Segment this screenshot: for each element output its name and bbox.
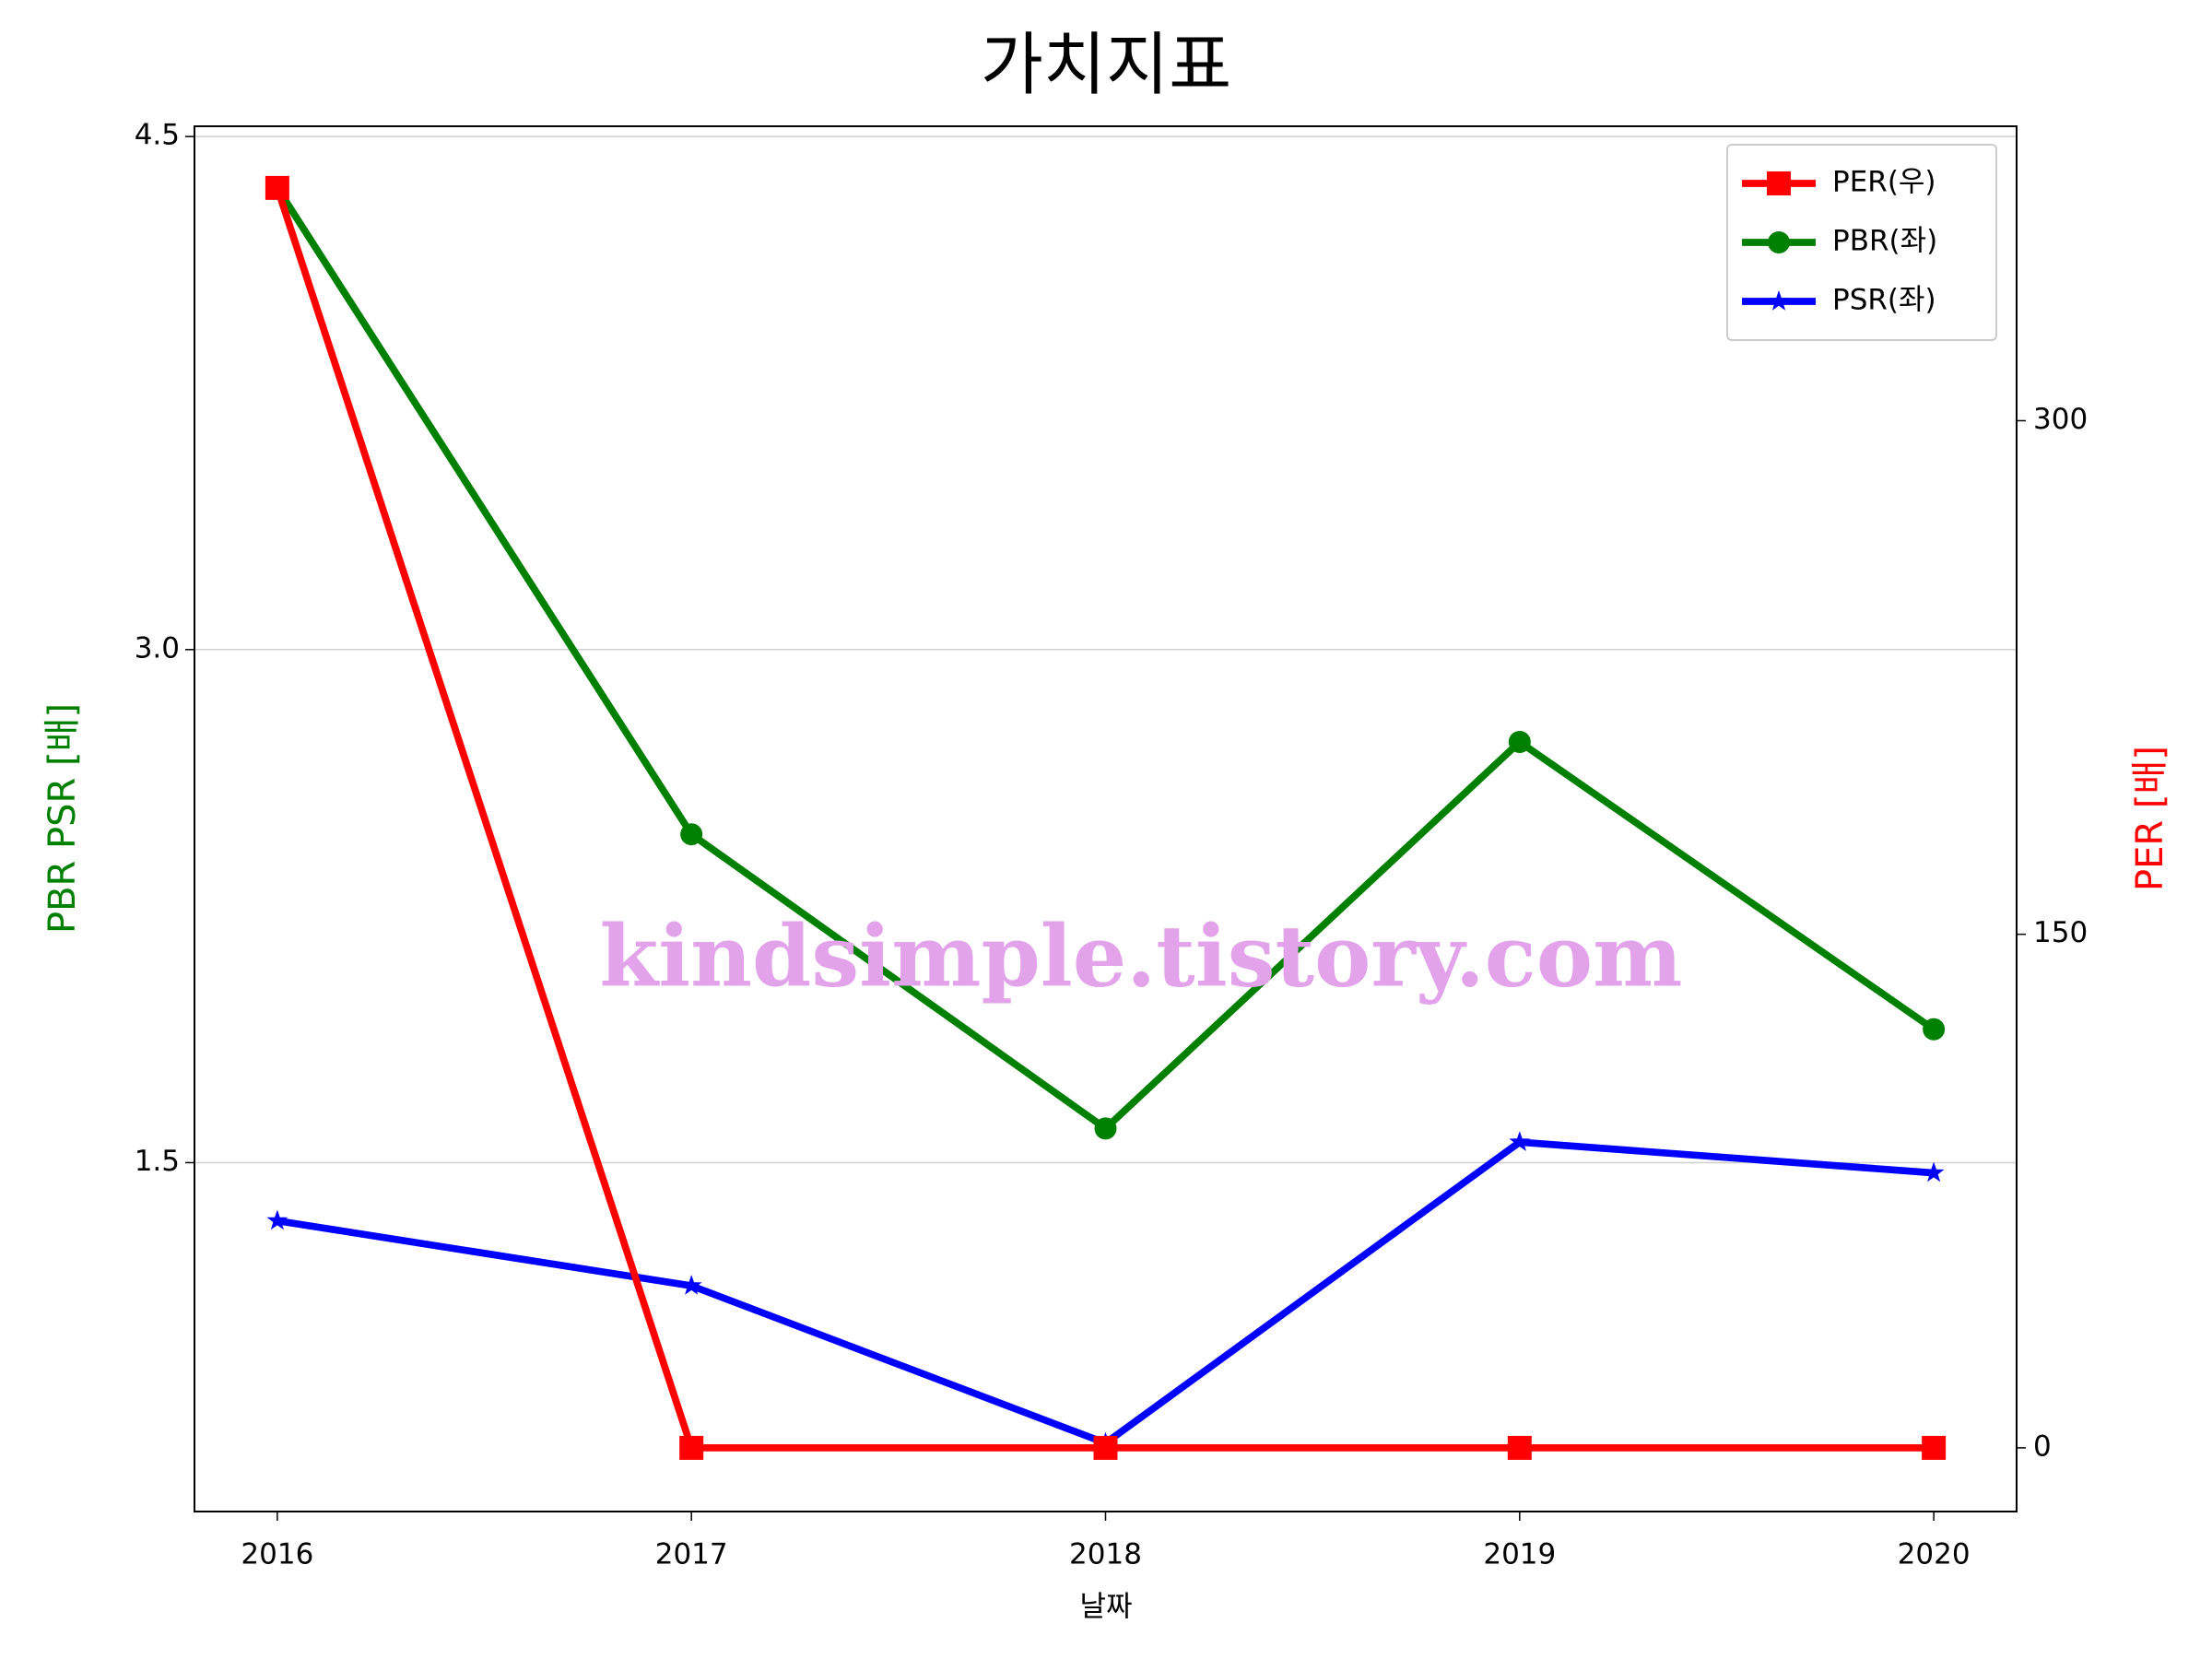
legend-label: PBR(좌) [1832, 225, 1937, 258]
y2-tick-label: 150 [2033, 916, 2088, 949]
marker [680, 1275, 702, 1295]
x-tick-label: 2019 [1483, 1538, 1556, 1571]
y-tick-label: 3.0 [135, 631, 180, 665]
marker [680, 823, 703, 846]
marker [1507, 1435, 1532, 1460]
y2-axis-label: PER [배] [2129, 746, 2171, 891]
marker [1768, 290, 1790, 311]
y-tick-label: 1.5 [135, 1145, 180, 1178]
marker [1093, 1435, 1118, 1460]
marker [1094, 1117, 1117, 1140]
x-tick-label: 2020 [1898, 1538, 1971, 1571]
legend-label: PER(우) [1832, 166, 1936, 199]
x-tick-label: 2017 [655, 1538, 728, 1571]
marker [1922, 1435, 1947, 1460]
plot-frame [194, 125, 2018, 1512]
y-tick-label: 4.5 [135, 119, 180, 152]
chart-title: 가치지표 [981, 26, 1231, 105]
marker [1923, 1161, 1945, 1182]
x-tick-label: 2016 [241, 1538, 313, 1571]
marker [266, 1209, 288, 1230]
y-axis-label: PBR PSR [배] [41, 703, 84, 934]
watermark: kindsimple.tistory.com [599, 907, 1682, 1006]
x-axis-label: 날짜 [1079, 1591, 1132, 1624]
marker [1508, 731, 1531, 753]
marker [265, 175, 289, 200]
legend-box [1726, 144, 1997, 341]
marker [1767, 171, 1791, 195]
marker [1768, 231, 1790, 253]
legend-label: PSR(좌) [1832, 284, 1936, 317]
marker [1509, 1131, 1531, 1151]
y2-tick-label: 0 [2033, 1430, 2052, 1463]
marker [1923, 1018, 1946, 1041]
y2-tick-label: 300 [2033, 403, 2088, 436]
marker [679, 1435, 704, 1460]
x-tick-label: 2018 [1069, 1538, 1142, 1571]
